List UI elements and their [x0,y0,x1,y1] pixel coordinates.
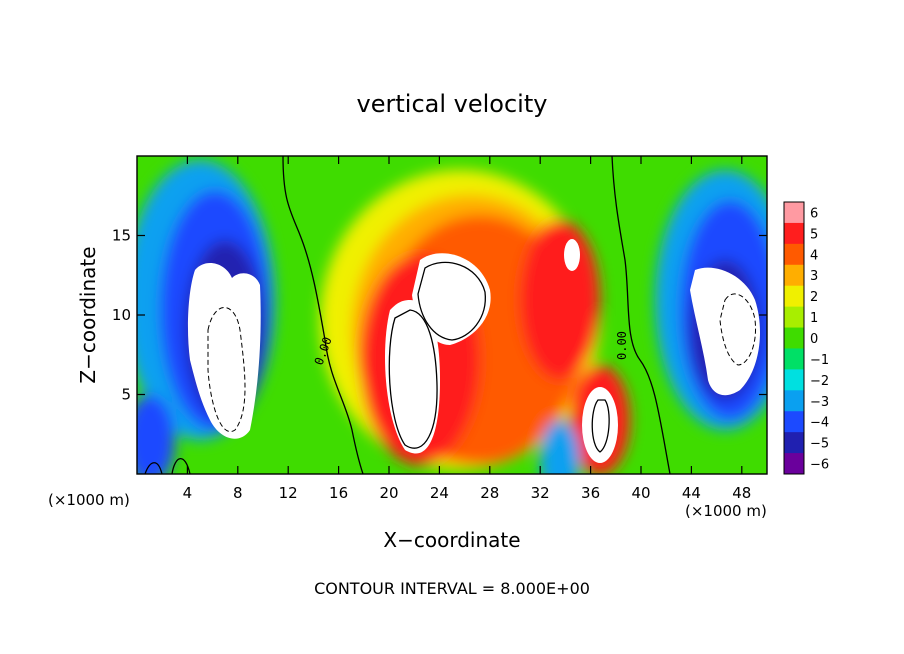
colorbar-swatch [784,348,804,370]
colorbar-tick-label: 6 [810,206,818,221]
x-tick-label: 16 [329,484,348,502]
x-tick-label: 36 [581,484,600,502]
x-axis-ticks: 4 8 12 16 20 24 28 32 36 40 44 48 [183,156,751,502]
x-unit-label-right: (×1000 m) [685,502,767,520]
y-tick-label: 15 [112,227,131,245]
colorbar-swatch [784,453,804,475]
colorbar-swatch [784,306,804,329]
colorbar-tick-label: 1 [810,311,818,326]
contour-label-right: 0.00 [615,331,629,360]
colorbar-swatch [784,411,804,433]
y-tick-label: 5 [121,386,131,404]
colorbar-swatch [784,222,804,245]
velocity-field [137,156,767,474]
colorbar-swatch [784,327,804,349]
x-tick-label: 12 [279,484,298,502]
colorbar-tick-label: −4 [810,416,829,431]
colorbar-tick-label: 2 [810,290,818,305]
x-tick-label: 28 [480,484,499,502]
colorbar-swatch [784,264,804,287]
x-tick-label: 24 [430,484,449,502]
colorbar-swatch [784,432,804,454]
colorbar-swatch [784,285,804,308]
y-axis-ticks: 5 10 15 [112,227,767,404]
x-tick-label: 4 [183,484,193,502]
colorbar-tick-label: 0 [810,332,818,347]
x-tick-label: 40 [631,484,650,502]
colorbar-tick-label: −2 [810,374,829,389]
colorbar-tick-label: −3 [810,395,829,410]
x-tick-label: 48 [732,484,751,502]
colorbar-frame [783,201,805,475]
y-tick-label: 10 [112,306,131,324]
colorbar-swatch [784,243,804,266]
contour-interval-note: CONTOUR INTERVAL = 8.000E+00 [314,579,590,598]
x-tick-label: 32 [531,484,550,502]
colorbar: 6 5 4 3 2 1 0 −1 −2 −3 −4 −5 −6 [783,201,829,475]
y-axis-title: Z−coordinate [76,246,100,383]
x-tick-label: 20 [379,484,398,502]
colorbar-tick-label: −5 [810,437,829,452]
colorbar-swatch [784,390,804,412]
colorbar-tick-label: 5 [810,227,818,242]
x-tick-label: 44 [682,484,701,502]
x-axis-title: X−coordinate [383,528,520,552]
colorbar-tick-label: −1 [810,353,829,368]
colorbar-tick-label: 3 [810,269,818,284]
colorbar-tick-label: −6 [810,458,829,473]
chart-title: vertical velocity [357,90,548,118]
colorbar-swatch [784,202,804,224]
x-unit-label-left: (×1000 m) [48,491,130,509]
colorbar-tick-label: 4 [810,248,818,263]
colorbar-swatch [784,369,804,391]
x-tick-label: 8 [233,484,243,502]
